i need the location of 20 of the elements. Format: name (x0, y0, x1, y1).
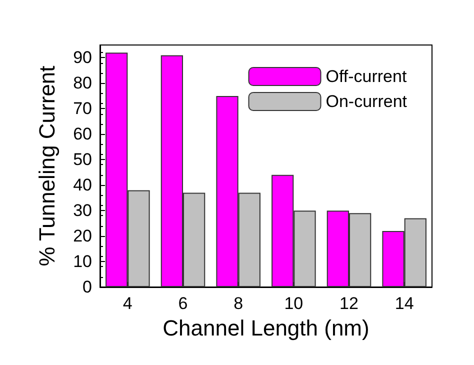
x-tick-label: 12 (340, 294, 358, 313)
y-tick-label: 80 (73, 74, 92, 93)
y-tick-label: 10 (73, 252, 92, 272)
y-tick-label: 50 (73, 150, 92, 170)
y-tick-label: 70 (73, 99, 92, 118)
x-tick-label: 6 (178, 294, 188, 313)
x-tick-label: 14 (394, 294, 414, 313)
y-tick-label: 30 (73, 201, 92, 220)
y-tick-label: 40 (73, 176, 92, 195)
y-axis-title: % Tunneling Current (34, 66, 60, 266)
y-tick-label: 0 (82, 278, 92, 296)
legend-label: Off-current (326, 67, 407, 86)
x-axis-title: Channel Length (nm) (162, 316, 370, 340)
y-tick-label: 90 (73, 48, 92, 68)
x-tick-label: 10 (284, 294, 304, 313)
x-tick-label: 8 (234, 294, 244, 313)
legend-label: On-current (326, 92, 408, 111)
y-tick-label: 60 (73, 124, 92, 144)
y-tick-label: 20 (73, 226, 92, 246)
x-tick-label: 4 (122, 294, 132, 313)
